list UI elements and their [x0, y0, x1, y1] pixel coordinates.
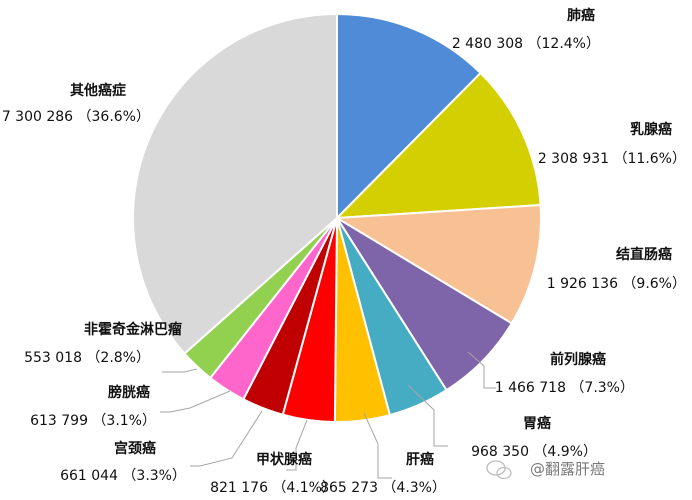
slice-value-label: 7 300 286 （36.6%）	[2, 109, 150, 125]
slice-value-label: 613 799 （3.1%）	[30, 413, 156, 429]
slice-name-label: 前列腺癌	[550, 351, 606, 368]
slice-name-label: 膀胱癌	[107, 384, 150, 401]
slice-name-label: 乳腺癌	[630, 121, 672, 138]
slice-value-label: 1 926 136 （9.6%）	[547, 276, 686, 292]
slice-name-label: 肝癌	[406, 451, 434, 468]
leader-line	[467, 351, 496, 389]
leader-line	[407, 384, 448, 447]
pie-slices	[132, 12, 542, 424]
slice-value-label: 2 480 308 （12.4%）	[452, 36, 600, 52]
leader-line	[160, 390, 231, 413]
slice-name-label: 宫颈癌	[114, 440, 156, 457]
leader-line	[162, 368, 198, 373]
slice-name-label: 非霍奇金淋巴瘤	[84, 321, 182, 338]
leader-lines	[160, 351, 496, 479]
watermark: @翻露肝癌	[486, 460, 605, 480]
slice-name-label: 其他癌症	[70, 82, 126, 99]
slice-name-label: 肺癌	[567, 7, 595, 24]
slice-value-label: 1 466 718 （7.3%）	[495, 380, 634, 396]
leader-line	[363, 412, 392, 479]
slice-value-label: 865 273 （4.3%）	[320, 480, 446, 496]
wechat-bubble-icon	[486, 460, 512, 480]
leader-line	[286, 419, 308, 471]
slice-value-label: 553 018 （2.8%）	[24, 350, 150, 366]
slice-value-label: 821 176 （4.1%）	[210, 480, 336, 496]
watermark-text: @翻露肝癌	[530, 460, 605, 478]
slice-name-label: 结直肠癌	[616, 246, 672, 263]
pie-slice	[334, 71, 542, 220]
pie-slice	[132, 12, 338, 355]
slice-name-label: 甲状腺癌	[256, 451, 312, 468]
slice-labels: 肺癌 2 480 308 （12.4%） 乳腺癌 2 308 931 （11.6%） 结…	[2, 7, 686, 496]
pie-slice	[333, 203, 542, 325]
slice-name-label: 胃癌	[523, 415, 551, 432]
leader-line	[190, 410, 263, 467]
slice-value-label: 968 350 （4.9%）	[471, 444, 597, 460]
slice-value-label: 661 044 （3.3%）	[60, 468, 186, 484]
slice-value-label: 2 308 931 （11.6%）	[538, 151, 686, 167]
pie-slice	[336, 12, 482, 221]
